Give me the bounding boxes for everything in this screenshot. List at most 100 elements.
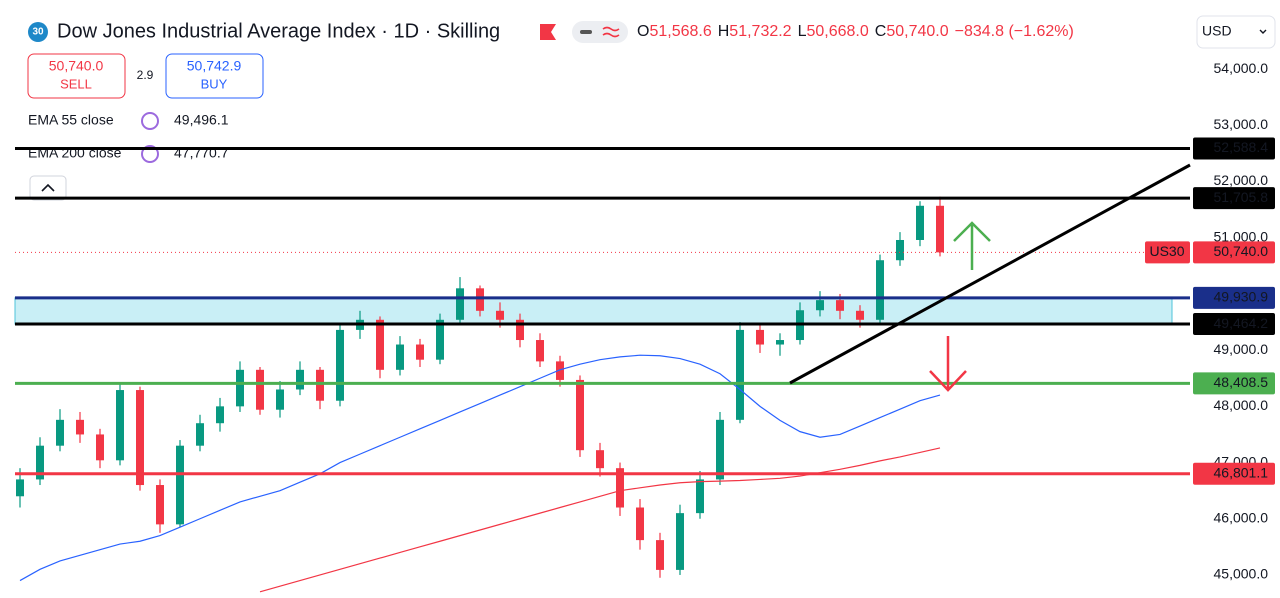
candle-body (616, 468, 624, 508)
change: −834.8 (−1.62%) (955, 23, 1074, 40)
candle-body (596, 450, 604, 469)
ema-line (19, 354, 941, 582)
candle-body (76, 419, 84, 435)
candle-body (556, 361, 564, 380)
currency: USD (1202, 23, 1232, 39)
buy-button[interactable] (165, 53, 264, 99)
candle-body (636, 507, 644, 541)
candle-body (376, 319, 384, 370)
candle-body (276, 389, 284, 410)
drawings (789, 163, 1191, 392)
sell-price: 50,740.0 (49, 58, 104, 74)
legend-name: EMA 55 close (28, 112, 114, 128)
level-label: 46,801.1 (1214, 464, 1269, 480)
zone (14, 297, 1173, 325)
candle-body (196, 423, 204, 446)
y-tick-label: 48,000.0 (1214, 397, 1269, 413)
candle-body (296, 369, 304, 390)
indicator-pill[interactable] (572, 21, 628, 43)
candle-body (156, 485, 164, 525)
currency-select[interactable] (1196, 15, 1276, 49)
approx-icon (602, 26, 620, 38)
plot-area (14, 196, 1173, 593)
candle-body (656, 540, 664, 570)
level-tag (1193, 137, 1275, 160)
candle-body (96, 434, 104, 461)
candle-body (896, 239, 904, 261)
spread: 2.9 (137, 68, 154, 82)
candle-body (336, 329, 344, 401)
buy-label: BUY (201, 76, 228, 91)
buy-price: 50,742.9 (187, 58, 242, 74)
legend-icon[interactable] (141, 145, 159, 163)
ohlc-key: L (798, 23, 807, 40)
candle-body (36, 445, 44, 480)
candle-body (856, 310, 864, 320)
candle-body (756, 329, 764, 345)
candle-body (776, 340, 784, 345)
candle-body (456, 288, 464, 320)
level-label: 49,930.9 (1214, 289, 1269, 305)
symbol-label: US30 (1149, 243, 1184, 259)
collapse-button[interactable] (29, 175, 67, 201)
price-label: 50,740.0 (1214, 243, 1269, 259)
sell-button[interactable] (27, 53, 126, 99)
candle-body (176, 445, 184, 525)
y-tick-label: 52,000.0 (1214, 172, 1269, 188)
y-tick-label: 54,000.0 (1214, 60, 1269, 76)
candle-body (836, 300, 844, 311)
badge-text: 30 (32, 27, 44, 38)
ohlc-key: O (637, 23, 649, 40)
candle-body (216, 406, 224, 424)
candle-body (236, 369, 244, 407)
candle-body (876, 260, 884, 320)
level-label: 51,705.8 (1214, 189, 1269, 205)
y-tick-label: 46,000.0 (1214, 509, 1269, 525)
candle-body (476, 288, 484, 311)
overlays (15, 146, 1190, 476)
candle-body (716, 419, 724, 480)
y-tick-label: 51,000.0 (1214, 228, 1269, 244)
level-tag (1193, 286, 1275, 309)
level-label: 52,588.4 (1214, 139, 1269, 155)
candle-body (16, 479, 24, 497)
y-tick-label: 49,000.0 (1214, 341, 1269, 357)
candle-body (256, 369, 264, 410)
candle-body (676, 513, 684, 570)
y-tick-label: 53,000.0 (1214, 116, 1269, 132)
level-tag (1193, 313, 1275, 336)
ohlc-key: C (875, 23, 887, 40)
minus-icon (580, 30, 592, 34)
candle-body (136, 390, 144, 486)
up-arrow (953, 221, 991, 270)
candle-body (416, 344, 424, 360)
legend-icon[interactable] (141, 112, 159, 130)
price-axis: 54,000.053,000.052,000.051,000.050,000.0… (1145, 60, 1275, 582)
symbol-tag (1145, 241, 1190, 264)
candle-body (736, 329, 744, 420)
ohlc-value: 50,668.0 (806, 23, 868, 40)
candle-body (816, 300, 824, 311)
candle-body (696, 479, 704, 514)
level-tag (1193, 462, 1275, 485)
candle-body (516, 319, 524, 341)
dropdown-icon (1259, 29, 1267, 34)
sell-label: SELL (60, 76, 92, 91)
flag-icon (540, 24, 556, 40)
ohlc-value: 51,732.2 (729, 23, 791, 40)
candle-body (436, 319, 444, 360)
down-arrow (929, 336, 967, 392)
level-label: 48,408.5 (1214, 374, 1269, 390)
ohlc-value: 50,740.0 (886, 23, 948, 40)
symbol-badge (28, 22, 48, 42)
candle-body (116, 390, 124, 461)
ohlc-key: H (718, 23, 730, 40)
candle-body (316, 369, 324, 401)
trend-line (789, 163, 1191, 385)
ohlc-value: 51,568.6 (649, 23, 711, 40)
candle-body (396, 344, 404, 370)
candle-body (936, 205, 944, 253)
legend-value: 49,496.1 (174, 112, 229, 128)
level-tag (1193, 372, 1275, 395)
